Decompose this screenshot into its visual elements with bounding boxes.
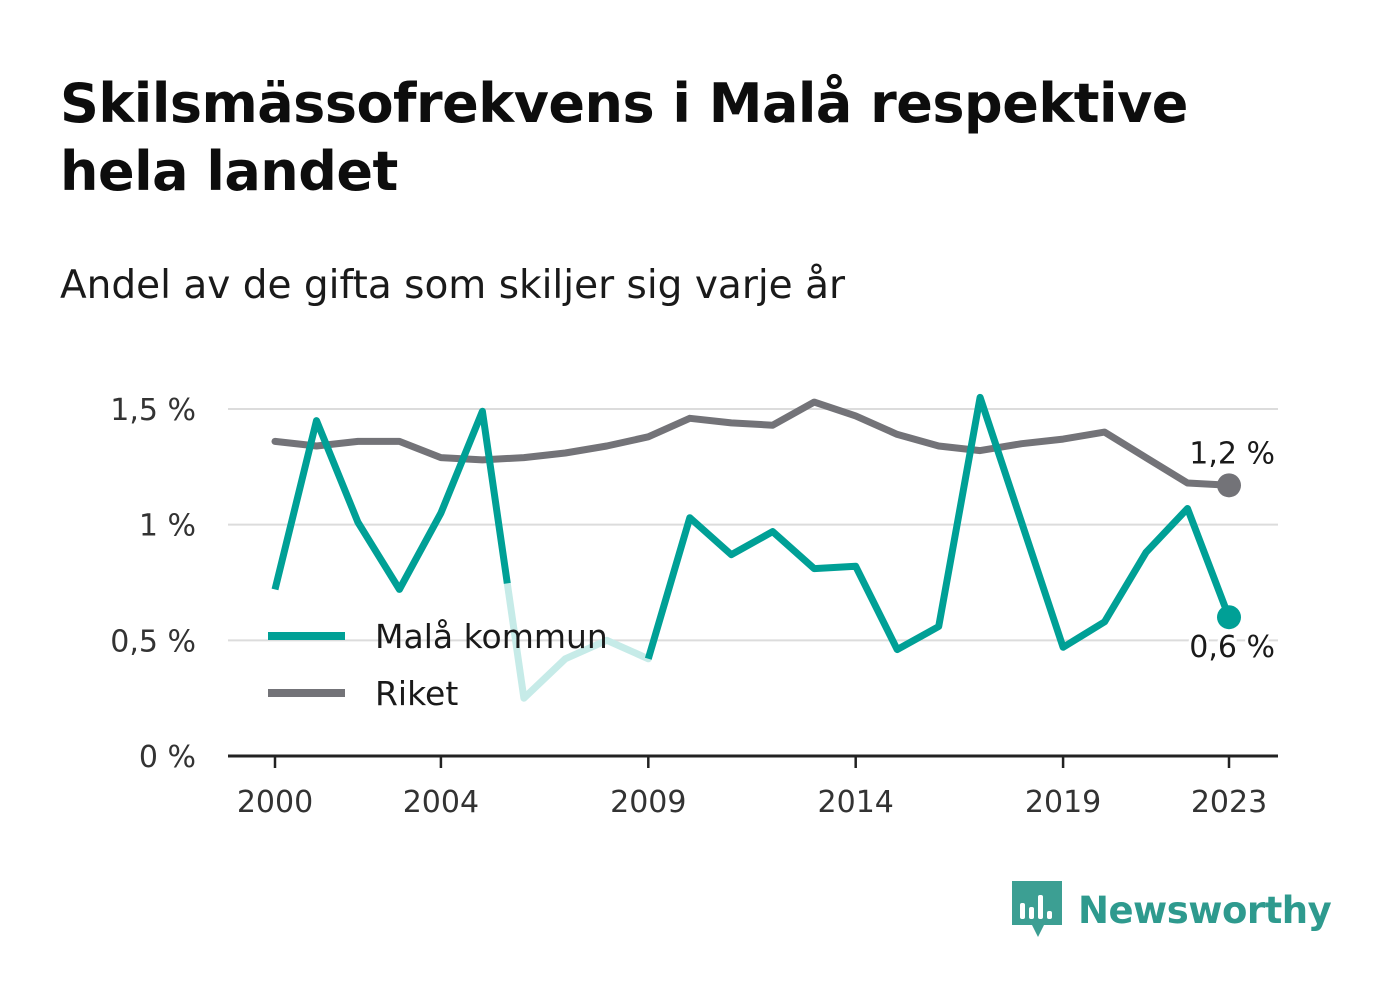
x-tick-label: 2014 <box>818 785 894 820</box>
series-line-riket <box>271 398 1233 489</box>
chart-subtitle: Andel av de gifta som skiljer sig varje … <box>60 263 846 308</box>
legend-label: Malå kommun <box>375 617 608 656</box>
x-axis-ticks: 2000 2004 2009 2014 2019 2023 <box>237 756 1267 820</box>
end-label-riket: 1,2 % <box>1189 436 1275 471</box>
end-marker-mala <box>1217 605 1241 630</box>
end-label-mala: 0,6 % <box>1189 630 1275 665</box>
x-tick-label: 2009 <box>610 785 686 820</box>
series-lines <box>271 393 1241 702</box>
brand-name: Newsworthy <box>1078 888 1332 932</box>
series-line-mala-uncertain <box>503 579 652 702</box>
y-tick-label: 1 % <box>139 509 196 544</box>
newsworthy-logo: Newsworthy <box>1012 880 1332 940</box>
series-line-mala <box>644 393 1233 660</box>
y-axis-ticks: 0 % 0,5 % 1 % 1,5 % <box>110 393 196 775</box>
x-tick-label: 2004 <box>403 785 479 820</box>
series-line-mala <box>271 407 511 593</box>
end-marker-riket <box>1217 473 1241 498</box>
legend-label: Riket <box>375 674 458 713</box>
gridlines <box>228 408 1278 642</box>
chart-title: Skilsmässofrekvens i Malå respektive hel… <box>60 72 1188 203</box>
x-tick-label: 2019 <box>1025 785 1101 820</box>
x-tick-label: 2000 <box>237 785 313 820</box>
y-tick-label: 1,5 % <box>110 393 196 428</box>
x-tick-label: 2023 <box>1191 785 1267 820</box>
end-labels: 1,2 % 0,6 % <box>1186 436 1278 668</box>
y-tick-label: 0 % <box>139 740 196 775</box>
bar-chart-speech-bubble-icon <box>1012 881 1062 937</box>
legend: Malå kommun Riket <box>268 617 608 713</box>
y-tick-label: 0,5 % <box>110 624 196 659</box>
